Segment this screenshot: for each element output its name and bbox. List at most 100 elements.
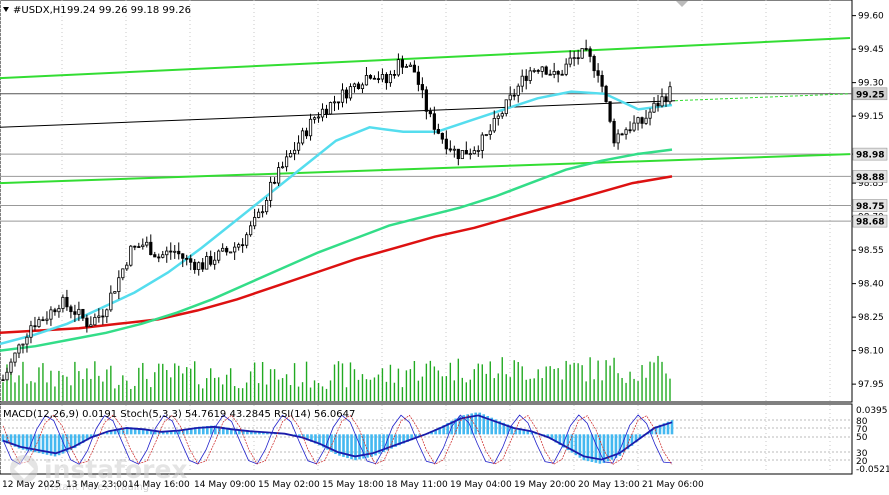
macd-histogram-bar — [206, 426, 209, 435]
candle-body — [265, 199, 269, 213]
price-tick-label: 98.55 — [858, 246, 884, 256]
macd-histogram-bar — [45, 434, 49, 455]
candle-body — [25, 336, 29, 345]
macd-histogram-bar — [89, 434, 93, 438]
candle-body — [548, 73, 552, 76]
macd-histogram-bar — [246, 430, 249, 435]
candle-body — [185, 257, 189, 260]
macd-histogram-bar — [498, 421, 502, 435]
watermark: instaforex Instant Forex Trading — [10, 455, 188, 493]
macd-histogram-bar — [298, 434, 301, 438]
macd-histogram-bar — [566, 434, 570, 451]
macd-histogram-bar — [9, 434, 13, 446]
candle-body — [181, 253, 185, 259]
macd-histogram-bar — [374, 434, 377, 456]
macd-histogram-bar — [137, 427, 141, 435]
macd-histogram-bar — [141, 428, 145, 435]
macd-histogram-bar — [185, 428, 189, 435]
macd-histogram-bar — [582, 434, 586, 461]
shift-marker-icon[interactable] — [676, 1, 688, 7]
candle-body — [432, 113, 436, 130]
macd-histogram-bar — [222, 426, 225, 435]
macd-histogram-bar — [57, 434, 61, 456]
oscillator-tick-label: -0.0521 — [856, 465, 889, 475]
macd-histogram-bar — [113, 429, 117, 435]
candle-body — [101, 315, 105, 318]
candle-body — [189, 258, 193, 263]
candle-body — [528, 70, 532, 81]
macd-histogram-bar — [378, 434, 381, 454]
candle-body — [249, 225, 253, 236]
candle-body — [304, 130, 309, 137]
candle-body — [504, 99, 508, 115]
candle-body — [440, 132, 444, 140]
candle-body — [217, 250, 221, 261]
candle-body — [237, 244, 241, 248]
candle-body — [300, 130, 305, 144]
macd-histogram-bar — [61, 434, 65, 454]
price-tag-box — [852, 87, 888, 101]
candle-body — [656, 102, 660, 107]
macd-histogram-bar — [314, 434, 317, 444]
time-tick-label: 18 May 11:00 — [386, 480, 448, 490]
candle-body — [420, 84, 424, 91]
candle-body — [368, 75, 373, 79]
macd-histogram-bar — [502, 422, 506, 435]
macd-histogram-bar — [17, 434, 21, 449]
candle-body — [604, 85, 608, 103]
dropdown-triangle-icon[interactable] — [3, 7, 9, 12]
candle-body — [49, 309, 53, 320]
macd-histogram-bar — [181, 429, 185, 435]
candle-body — [137, 246, 141, 248]
candle-body — [336, 101, 341, 104]
candle-body — [384, 74, 389, 84]
macd-histogram-bar — [338, 434, 341, 456]
macd-histogram-bar — [474, 412, 478, 435]
candle-body — [668, 86, 672, 103]
ema-mid-line — [0, 148, 673, 352]
watermark-logo-icon — [10, 455, 38, 483]
price-tick-label: 98.25 — [858, 313, 884, 323]
candle-body — [652, 102, 656, 113]
watermark-tagline: Instant Forex Trading — [44, 482, 149, 493]
macd-histogram-bar — [193, 427, 197, 435]
channel-middle-extension — [674, 93, 851, 102]
candle-body — [536, 70, 540, 72]
macd-histogram-bar — [354, 434, 357, 461]
macd-histogram-bar — [65, 434, 69, 452]
macd-histogram-bar — [330, 434, 333, 452]
macd-histogram-bar — [362, 434, 365, 459]
time-axis[interactable]: 12 May 2025 13 May 23:00 14 May 16:00 14 Ma… — [2, 480, 704, 490]
candle-body — [580, 48, 584, 59]
candle-body — [308, 118, 313, 137]
candle-body — [460, 149, 464, 160]
candle-body — [404, 66, 408, 68]
watermark-brand: instaforex — [44, 455, 188, 484]
macd-histogram-bar — [470, 413, 474, 435]
candle-body — [456, 148, 460, 160]
time-tick-label: 20 May 13:00 — [578, 480, 640, 490]
candle-body — [464, 149, 468, 155]
candle-body — [480, 134, 484, 151]
macd-histogram-bar — [77, 434, 81, 446]
candle-body — [73, 311, 77, 315]
candle-body — [284, 156, 289, 168]
candle-body — [225, 247, 229, 253]
macd-histogram-bar — [121, 427, 125, 435]
macd-histogram-bar — [558, 434, 562, 446]
macd-histogram-bar — [526, 429, 530, 435]
candle-body — [85, 317, 89, 327]
macd-histogram-bar — [522, 429, 526, 435]
candle-body — [125, 264, 129, 270]
price-tag-label: 99.25 — [856, 90, 884, 100]
macd-histogram-bar — [626, 434, 630, 450]
macd-histogram-bar — [161, 431, 165, 435]
candle-body — [596, 70, 600, 76]
main-panel — [0, 0, 853, 403]
macd-histogram-bar — [189, 427, 193, 435]
candle-body — [636, 117, 640, 124]
candle-body — [261, 211, 265, 214]
candle-body — [644, 117, 648, 124]
macd-histogram-bar — [458, 416, 461, 435]
